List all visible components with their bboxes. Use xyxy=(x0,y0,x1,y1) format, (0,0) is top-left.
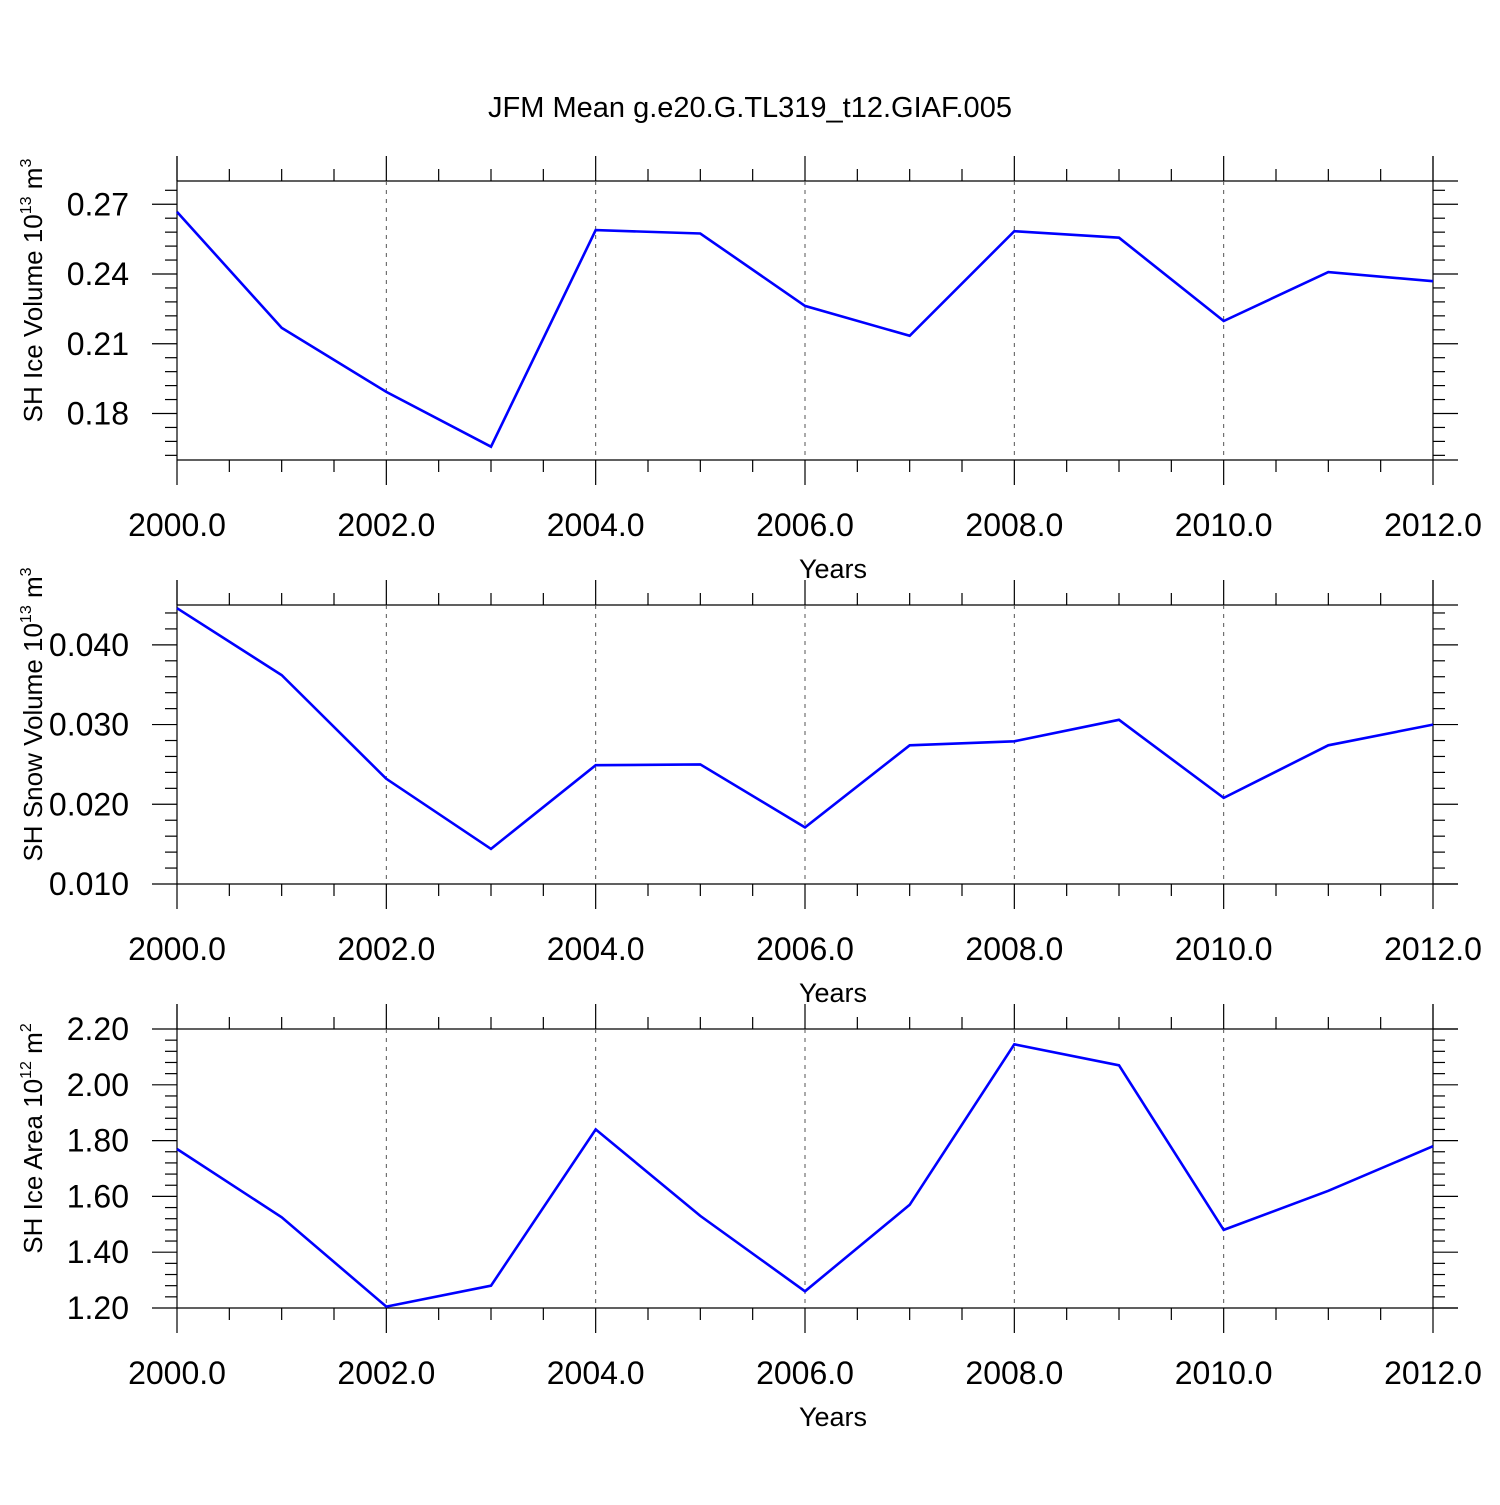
x-tick-label: 2006.0 xyxy=(756,507,854,543)
y-axis-label-sup: 13 xyxy=(18,196,35,214)
x-tick-label: 2000.0 xyxy=(128,507,226,543)
x-tick-label: 2008.0 xyxy=(965,1355,1063,1391)
x-tick-label: 2004.0 xyxy=(547,507,645,543)
x-tick-label: 2006.0 xyxy=(756,931,854,967)
y-axis-label: SH Snow Volume 1013 m3 xyxy=(18,567,48,861)
x-tick-label: 2000.0 xyxy=(128,1355,226,1391)
y-axis-label-text: SH Ice Area 10 xyxy=(18,1079,48,1254)
x-tick-label: 2010.0 xyxy=(1175,507,1273,543)
y-tick-label: 0.24 xyxy=(67,256,129,292)
x-tick-label: 2012.0 xyxy=(1384,931,1482,967)
y-tick-label: 1.60 xyxy=(67,1178,129,1214)
y-axis-label-sup: 3 xyxy=(18,567,35,576)
y-tick-label: 0.27 xyxy=(67,186,129,222)
y-axis-label-text: m xyxy=(18,1032,48,1061)
y-axis-label-sup: 2 xyxy=(18,1023,35,1032)
x-tick-label: 2002.0 xyxy=(337,931,435,967)
x-tick-label: 2006.0 xyxy=(756,1355,854,1391)
y-tick-label: 1.40 xyxy=(67,1234,129,1270)
x-tick-label: 2004.0 xyxy=(547,1355,645,1391)
y-axis-label-text: m xyxy=(18,576,48,605)
y-tick-label: 1.20 xyxy=(67,1290,129,1326)
y-axis-label-sup: 3 xyxy=(18,159,35,168)
x-axis-label: Years xyxy=(799,978,867,1008)
panel-1: 2000.0 2002.0 2004.0 2006.0 2008.0 2010.0 2012… xyxy=(18,156,1482,584)
y-axis-label-sup: 13 xyxy=(18,605,35,623)
series-line xyxy=(176,211,1434,449)
x-tick-label: 2002.0 xyxy=(337,507,435,543)
series-line xyxy=(176,607,1434,851)
x-tick-label: 2000.0 xyxy=(128,931,226,967)
y-axis-label: SH Ice Volume 1013 m3 xyxy=(18,159,48,423)
x-tick-label: 2002.0 xyxy=(337,1355,435,1391)
y-tick-label: 0.21 xyxy=(67,326,129,362)
x-tick-label: 2012.0 xyxy=(1384,1355,1482,1391)
y-axis-label-text: SH Ice Volume 10 xyxy=(18,214,48,422)
figure-title: JFM Mean g.e20.G.TL319_t12.GIAF.005 xyxy=(488,92,1012,124)
y-tick-label: 0.010 xyxy=(49,866,129,902)
y-axis-label-text: SH Snow Volume 10 xyxy=(18,623,48,861)
y-tick-label: 1.80 xyxy=(67,1123,129,1159)
x-tick-label: 2008.0 xyxy=(965,507,1063,543)
y-tick-label: 2.00 xyxy=(67,1067,129,1103)
y-axis-label: SH Ice Area 1012 m2 xyxy=(18,1023,48,1254)
panel-3: 2000.0 2002.0 2004.0 2006.0 2008.0 2010.0 2012… xyxy=(18,1004,1482,1432)
x-axis-label: Years xyxy=(799,1402,867,1432)
x-tick-label: 2008.0 xyxy=(965,931,1063,967)
y-tick-label: 0.030 xyxy=(49,707,129,743)
y-tick-label: 2.20 xyxy=(67,1011,129,1047)
x-tick-label: 2004.0 xyxy=(547,931,645,967)
series-line xyxy=(176,1042,1434,1308)
y-tick-label: 0.18 xyxy=(67,396,129,432)
panel-2: 2000.0 2002.0 2004.0 2006.0 2008.0 2010.0 2012… xyxy=(18,567,1482,1008)
y-tick-label: 0.040 xyxy=(49,627,129,663)
x-tick-label: 2012.0 xyxy=(1384,507,1482,543)
y-axis-label-text: m xyxy=(18,168,48,197)
x-axis-label: Years xyxy=(799,554,867,584)
y-axis-label-sup: 12 xyxy=(18,1061,35,1079)
y-tick-label: 0.020 xyxy=(49,786,129,822)
x-tick-label: 2010.0 xyxy=(1175,931,1273,967)
x-tick-label: 2010.0 xyxy=(1175,1355,1273,1391)
